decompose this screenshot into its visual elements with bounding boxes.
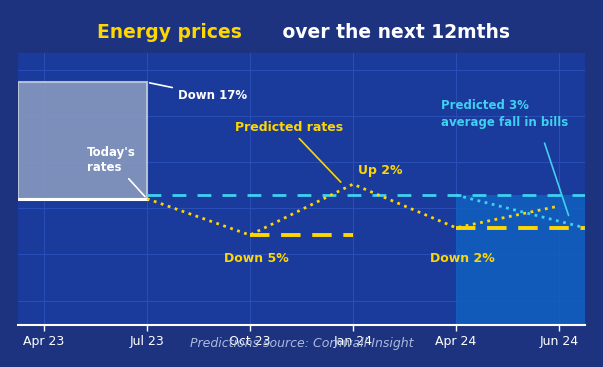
- Text: over the next 12mths: over the next 12mths: [276, 23, 510, 41]
- Text: Today's
rates: Today's rates: [87, 146, 145, 197]
- Bar: [456, 195, 585, 325]
- Text: Down 2%: Down 2%: [431, 252, 495, 265]
- Text: Predictions source: Cornwall Insight: Predictions source: Cornwall Insight: [190, 337, 413, 350]
- Text: Up 2%: Up 2%: [358, 164, 403, 178]
- Text: Energy prices: Energy prices: [98, 23, 242, 41]
- Text: Down 17%: Down 17%: [150, 83, 247, 102]
- Text: Down 5%: Down 5%: [224, 252, 289, 265]
- Text: Predicted 3%
average fall in bills: Predicted 3% average fall in bills: [441, 99, 568, 129]
- Bar: [18, 82, 147, 199]
- Text: Predicted rates: Predicted rates: [235, 121, 343, 182]
